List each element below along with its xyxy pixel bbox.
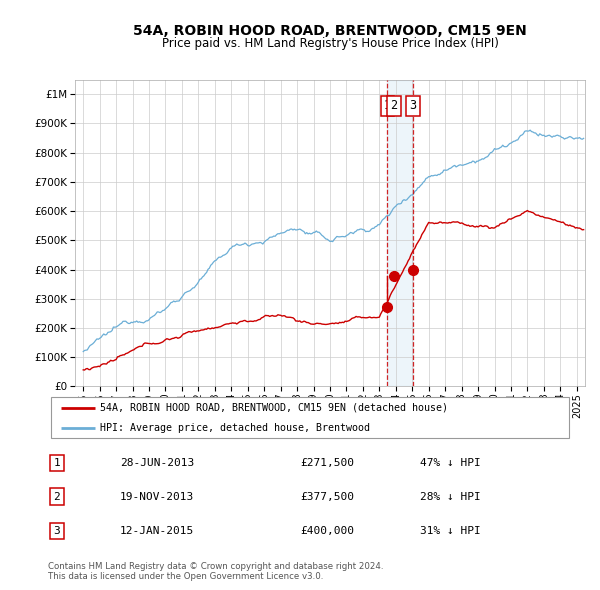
Text: 54A, ROBIN HOOD ROAD, BRENTWOOD, CM15 9EN: 54A, ROBIN HOOD ROAD, BRENTWOOD, CM15 9E… [133, 24, 527, 38]
Bar [388, 80, 413, 386]
Text: 2: 2 [391, 100, 398, 113]
Text: 3: 3 [409, 100, 416, 113]
Text: 47% ↓ HPI: 47% ↓ HPI [420, 458, 481, 468]
Text: 28-JUN-2013: 28-JUN-2013 [120, 458, 194, 468]
Text: HPI: Average price, detached house, Brentwood: HPI: Average price, detached house, Bren… [101, 424, 371, 434]
Text: £271,500: £271,500 [300, 458, 354, 468]
Text: This data is licensed under the Open Government Licence v3.0.: This data is licensed under the Open Gov… [48, 572, 323, 581]
Text: 12-JAN-2015: 12-JAN-2015 [120, 526, 194, 536]
Text: Contains HM Land Registry data © Crown copyright and database right 2024.: Contains HM Land Registry data © Crown c… [48, 562, 383, 571]
Text: 1: 1 [384, 100, 391, 113]
FancyBboxPatch shape [50, 397, 569, 438]
Text: £377,500: £377,500 [300, 492, 354, 502]
Text: 31% ↓ HPI: 31% ↓ HPI [420, 526, 481, 536]
Text: £400,000: £400,000 [300, 526, 354, 536]
Text: 54A, ROBIN HOOD ROAD, BRENTWOOD, CM15 9EN (detached house): 54A, ROBIN HOOD ROAD, BRENTWOOD, CM15 9E… [101, 403, 449, 412]
Text: 3: 3 [53, 526, 61, 536]
Text: 2: 2 [53, 492, 61, 502]
Text: Price paid vs. HM Land Registry's House Price Index (HPI): Price paid vs. HM Land Registry's House … [161, 37, 499, 50]
Text: 28% ↓ HPI: 28% ↓ HPI [420, 492, 481, 502]
Text: 19-NOV-2013: 19-NOV-2013 [120, 492, 194, 502]
Text: 1: 1 [53, 458, 61, 468]
